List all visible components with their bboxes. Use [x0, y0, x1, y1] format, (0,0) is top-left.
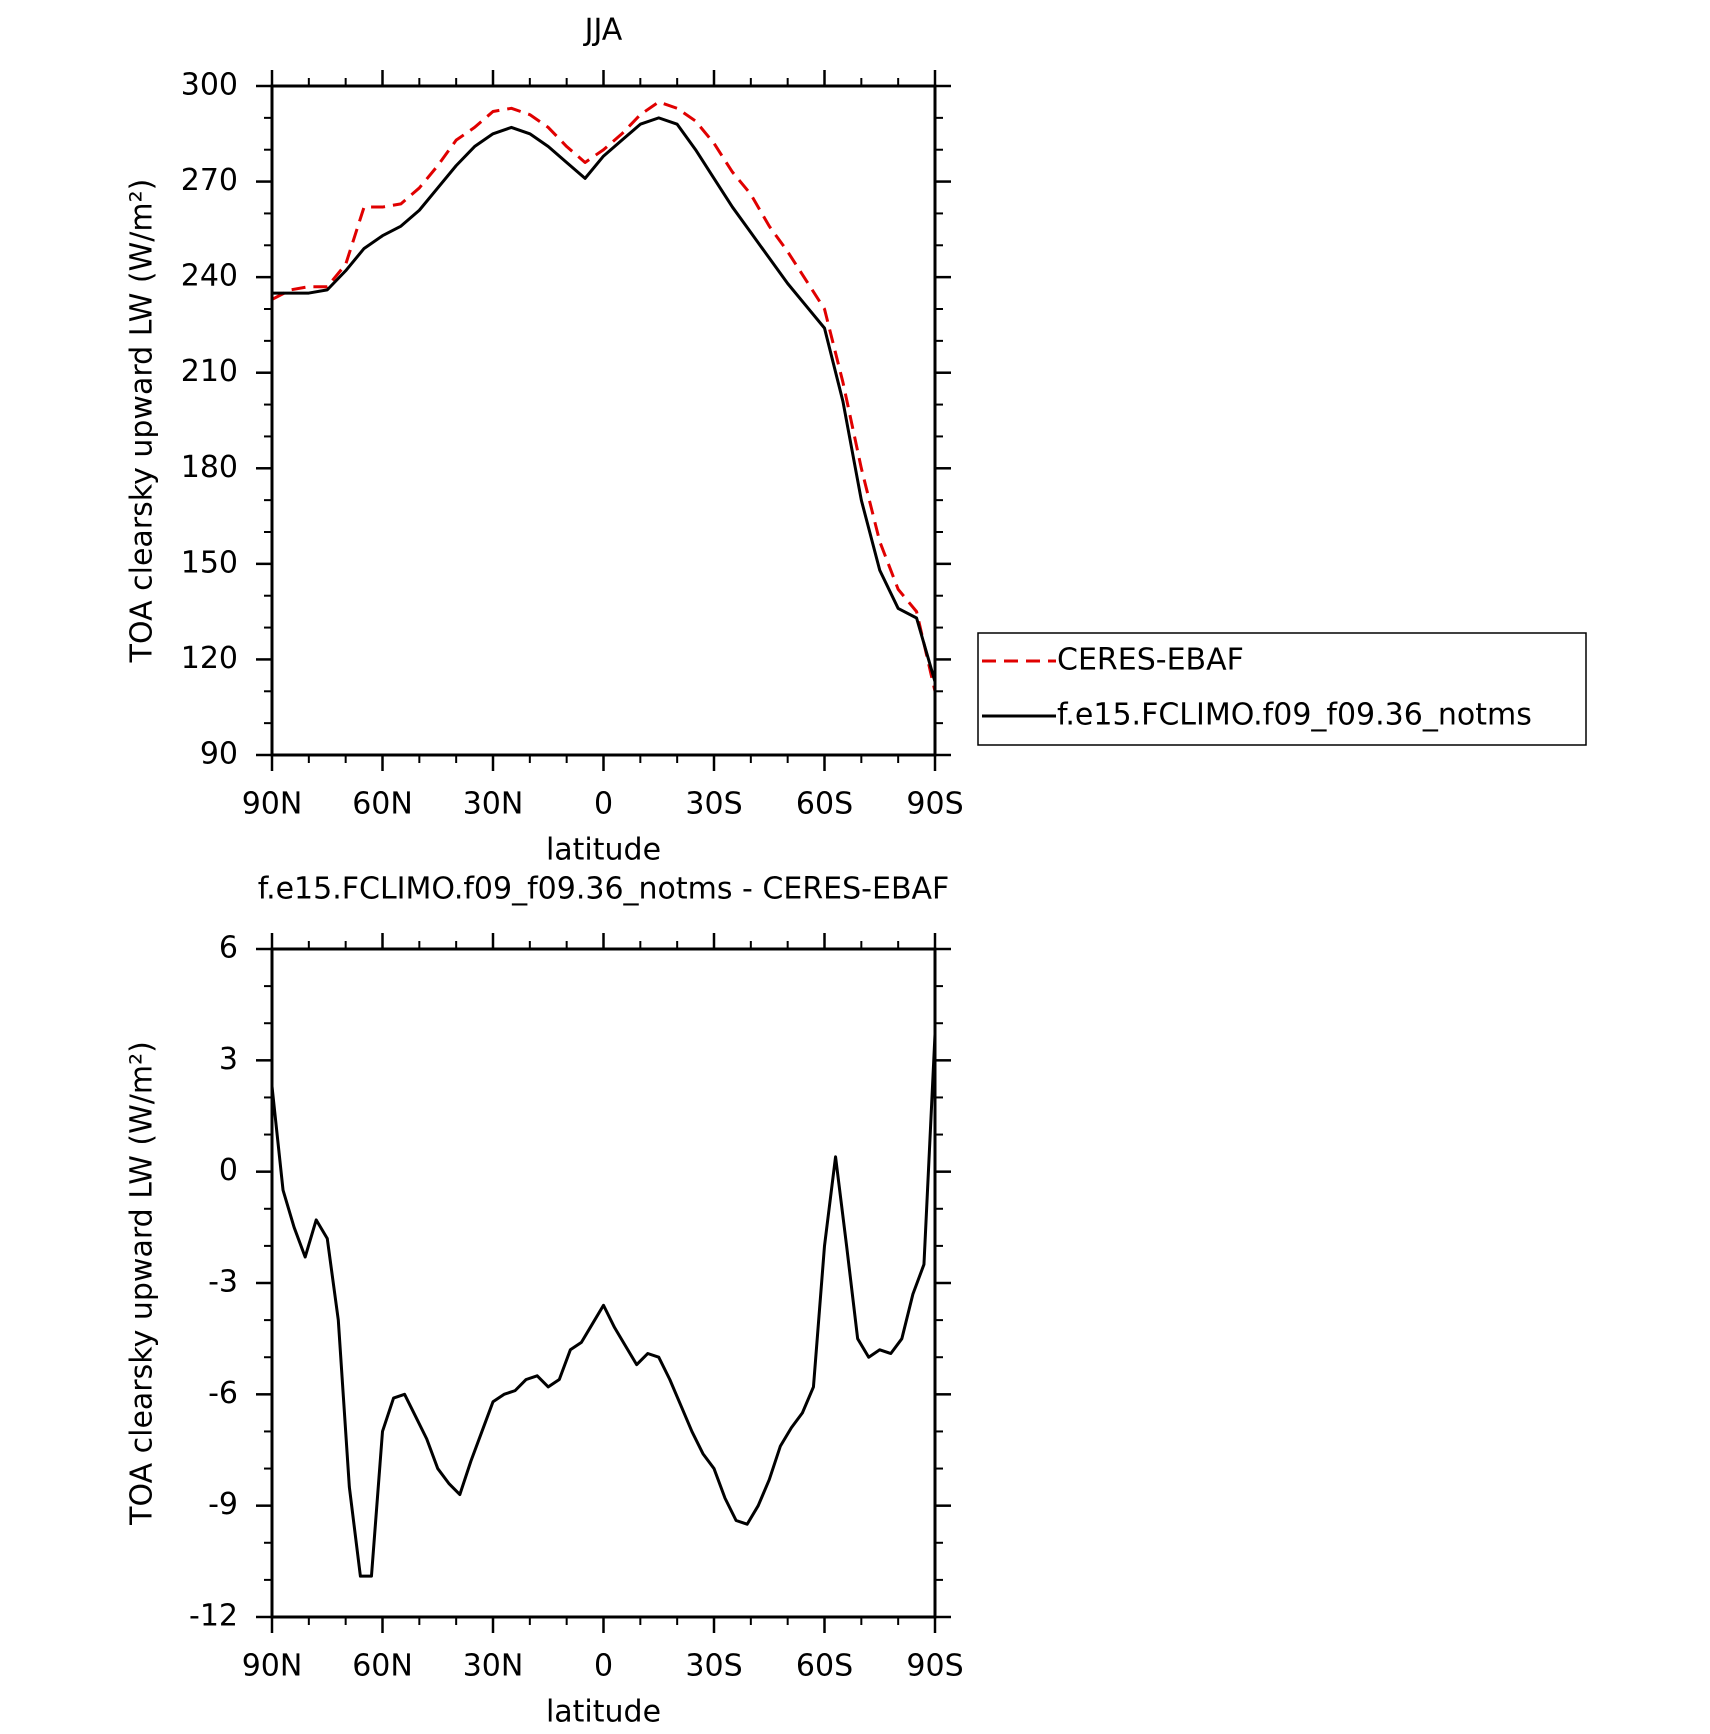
x-tick-label: 90S	[906, 1649, 963, 1684]
data-line	[271, 100, 937, 692]
x-tick-label: 30N	[463, 787, 524, 822]
y-tick-label: -12	[189, 1599, 238, 1634]
chart-title: JJA	[583, 13, 623, 48]
y-tick-label: 3	[219, 1042, 238, 1077]
x-tick-label: 30S	[685, 1649, 742, 1684]
legend-box	[977, 632, 1587, 746]
y-tick-label: 240	[181, 259, 238, 294]
y-tick-label: -6	[208, 1376, 238, 1411]
legend-label: f.e15.FCLIMO.f09_f09.36_notms	[1057, 698, 1532, 733]
y-tick-label: -3	[208, 1265, 238, 1300]
y-axis-label: TOA clearsky upward LW (W/m²)	[125, 179, 160, 664]
chart-title: f.e15.FCLIMO.f09_f09.36_notms - CERES-EB…	[258, 872, 950, 907]
y-axis-label: TOA clearsky upward LW (W/m²)	[125, 1041, 160, 1526]
y-tick-label: 0	[219, 1153, 238, 1188]
y-tick-label: 120	[181, 641, 238, 676]
plot-frame	[270, 84, 937, 757]
plot-frame	[270, 947, 937, 1619]
y-tick-label: 300	[181, 68, 238, 103]
y-tick-label: 180	[181, 450, 238, 485]
x-tick-label: 60N	[352, 787, 413, 822]
y-tick-label: 270	[181, 163, 238, 198]
x-tick-label: 60N	[352, 1649, 413, 1684]
y-tick-label: -9	[208, 1487, 238, 1522]
data-line	[270, 1034, 937, 1578]
x-tick-label: 0	[594, 787, 613, 822]
x-tick-label: 0	[594, 1649, 613, 1684]
x-tick-label: 60S	[796, 787, 853, 822]
legend-label: CERES-EBAF	[1057, 643, 1244, 678]
x-tick-label: 30N	[463, 1649, 524, 1684]
data-line	[272, 116, 937, 683]
x-tick-label: 30S	[685, 787, 742, 822]
x-tick-label: 90N	[242, 1649, 303, 1684]
y-tick-label: 210	[181, 354, 238, 389]
y-tick-label: 6	[219, 931, 238, 966]
x-axis-label: latitude	[546, 1695, 661, 1730]
x-tick-label: 90N	[242, 787, 303, 822]
y-tick-label: 150	[181, 545, 238, 580]
y-tick-label: 90	[200, 737, 238, 772]
x-axis-label: latitude	[546, 833, 661, 868]
x-tick-label: 60S	[796, 1649, 853, 1684]
x-tick-label: 90S	[906, 787, 963, 822]
